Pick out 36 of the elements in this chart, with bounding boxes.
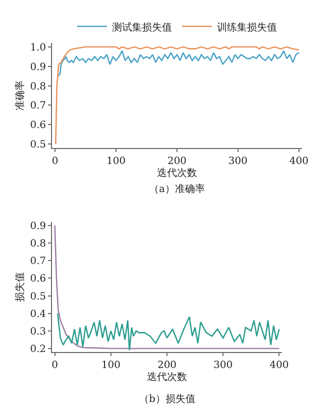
x-tick-label: 400 [289,156,308,167]
line-series [57,50,300,77]
y-tick-label: 0.7 [30,100,46,112]
y-tick-label: 0.2 [30,344,46,355]
y-tick-label: 0.7 [30,256,46,268]
line-series [54,224,280,350]
legend-label: 训练集损失值 [217,21,277,34]
y-tick-label: 0.5 [30,140,46,151]
x-tick-label: 400 [270,360,289,371]
y-tick-label: 0.9 [30,62,46,73]
y-tick-label: 0.5 [30,291,46,302]
x-tick-label: 300 [214,360,233,371]
text: （b）损失值 [139,393,196,405]
y-tick-label: 0.4 [30,308,46,320]
line-series [56,312,280,351]
y-axis-title: 损失值 [14,272,26,302]
text: （a）准确率 [149,183,205,195]
x-tick-label: 300 [228,156,248,167]
legend-label: 测试集损失值 [112,21,172,34]
x-tick-label: 0 [52,360,58,371]
y-tick-label: 0.9 [30,221,46,232]
y-tick-label: 0.3 [30,326,46,338]
x-tick-label: 200 [167,156,187,167]
y-tick-label: 0.6 [30,274,46,285]
y-axis-title: 准确率 [14,80,26,110]
y-tick-label: 0.8 [30,81,46,92]
y-tick-label: 0.8 [30,238,46,250]
line-series [55,46,300,145]
x-axis-title: 迭代次数 [157,167,197,179]
x-tick-label: 0 [52,156,58,167]
y-tick-label: 0.6 [30,120,46,132]
x-tick-label: 100 [106,156,126,167]
x-tick-label: 200 [157,360,177,371]
x-tick-label: 100 [101,360,120,371]
x-axis-title: 迭代次数 [147,371,187,383]
y-tick-label: 1.0 [30,42,46,54]
